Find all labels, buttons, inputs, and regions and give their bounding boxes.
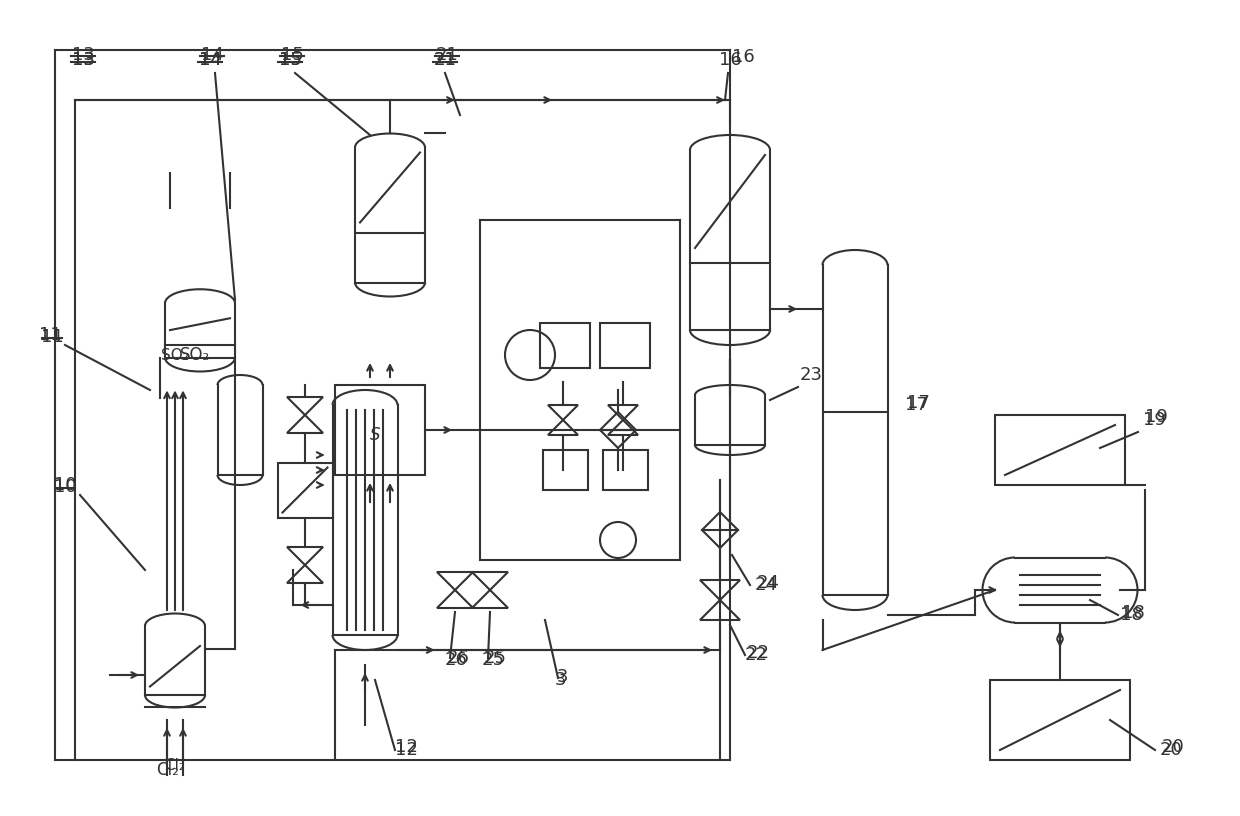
Text: 21: 21 <box>434 51 456 69</box>
Text: 12: 12 <box>396 738 418 756</box>
Text: 10: 10 <box>53 478 77 496</box>
Bar <box>990 680 1130 760</box>
Text: 24: 24 <box>756 574 780 592</box>
Text: S: S <box>370 426 381 444</box>
Text: 10: 10 <box>53 476 77 494</box>
Text: 13: 13 <box>72 51 94 69</box>
Text: 23: 23 <box>800 366 823 384</box>
Text: 22: 22 <box>746 644 770 662</box>
Text: 14: 14 <box>198 51 222 69</box>
Text: Cl₂: Cl₂ <box>165 758 186 773</box>
Text: 18: 18 <box>1122 604 1145 622</box>
Text: 15: 15 <box>279 51 301 69</box>
Text: 25: 25 <box>482 651 505 669</box>
Text: 26: 26 <box>446 649 470 667</box>
Bar <box>994 415 1125 485</box>
Text: 19: 19 <box>1145 408 1168 426</box>
Bar <box>278 463 332 517</box>
Text: 21: 21 <box>435 46 459 64</box>
Text: 3: 3 <box>557 668 568 686</box>
Text: 16: 16 <box>732 48 755 66</box>
Text: 19: 19 <box>1143 411 1166 429</box>
Text: 3: 3 <box>556 671 567 689</box>
Text: 16: 16 <box>719 51 742 69</box>
Text: 26: 26 <box>445 651 467 669</box>
Bar <box>335 385 425 475</box>
Text: 14: 14 <box>201 46 223 64</box>
Text: SO₂: SO₂ <box>180 346 210 364</box>
Text: 20: 20 <box>1162 738 1184 756</box>
Bar <box>543 450 588 490</box>
Text: 17: 17 <box>906 394 930 412</box>
Text: 17: 17 <box>905 396 928 414</box>
Text: 15: 15 <box>280 46 304 64</box>
Text: 20: 20 <box>1159 741 1183 759</box>
Text: 11: 11 <box>41 328 63 346</box>
Text: 24: 24 <box>755 576 777 594</box>
Text: 12: 12 <box>396 741 418 759</box>
Bar <box>539 322 590 367</box>
Text: 11: 11 <box>38 326 61 344</box>
Bar <box>603 450 647 490</box>
Text: 15: 15 <box>279 51 301 69</box>
Text: 13: 13 <box>72 51 94 69</box>
Text: 18: 18 <box>1120 606 1143 624</box>
Text: 13: 13 <box>72 46 94 64</box>
Text: SO₂: SO₂ <box>161 348 188 363</box>
Bar <box>600 322 650 367</box>
Text: 22: 22 <box>745 646 768 664</box>
Text: 25: 25 <box>484 649 507 667</box>
Text: 14: 14 <box>198 51 222 69</box>
Text: Cl₂: Cl₂ <box>156 761 180 779</box>
Text: 21: 21 <box>434 51 456 69</box>
